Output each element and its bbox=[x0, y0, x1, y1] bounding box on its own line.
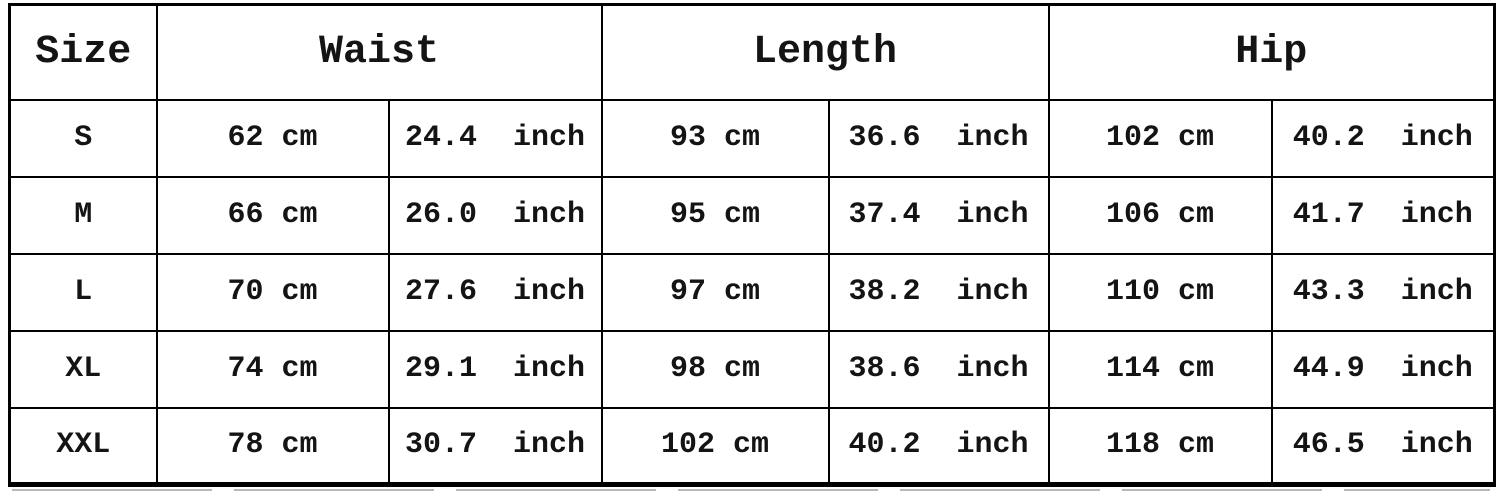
hip-in-cell: 43.3 inch bbox=[1270, 252, 1496, 332]
hip-cm-cell: 118 cm bbox=[1047, 406, 1273, 486]
table-row-s: S 62 cm 24.4 inch 93 cm 36.6 inch 102 cm… bbox=[8, 98, 1496, 178]
waist-cm-cell: 62 cm bbox=[155, 98, 390, 178]
length-cm-cell: 98 cm bbox=[600, 329, 830, 409]
length-cm-cell: 95 cm bbox=[600, 175, 830, 255]
hip-cm-cell: 110 cm bbox=[1047, 252, 1273, 332]
length-cm-cell: 93 cm bbox=[600, 98, 830, 178]
waist-in-cell: 24.4 inch bbox=[387, 98, 603, 178]
hip-in-cell: 44.9 inch bbox=[1270, 329, 1496, 409]
size-chart-table: Size Waist Length Hip S 62 cm 24.4 inch … bbox=[8, 3, 1497, 487]
waist-in-cell: 29.1 inch bbox=[387, 329, 603, 409]
scan-artifact-line bbox=[12, 489, 1490, 491]
col-header-waist: Waist bbox=[155, 3, 603, 101]
table-row-m: M 66 cm 26.0 inch 95 cm 37.4 inch 106 cm… bbox=[8, 175, 1496, 255]
table-row-xl: XL 74 cm 29.1 inch 98 cm 38.6 inch 114 c… bbox=[8, 329, 1496, 409]
waist-cm-cell: 74 cm bbox=[155, 329, 390, 409]
table-row-xxl: XXL 78 cm 30.7 inch 102 cm 40.2 inch 118… bbox=[8, 406, 1496, 486]
length-in-cell: 38.6 inch bbox=[827, 329, 1050, 409]
waist-in-cell: 26.0 inch bbox=[387, 175, 603, 255]
col-header-size: Size bbox=[8, 3, 158, 101]
hip-in-cell: 41.7 inch bbox=[1270, 175, 1496, 255]
col-header-hip: Hip bbox=[1047, 3, 1496, 101]
size-cell: XL bbox=[8, 329, 158, 409]
length-in-cell: 40.2 inch bbox=[827, 406, 1050, 486]
size-cell: L bbox=[8, 252, 158, 332]
hip-cm-cell: 106 cm bbox=[1047, 175, 1273, 255]
size-cell: XXL bbox=[8, 406, 158, 486]
length-in-cell: 37.4 inch bbox=[827, 175, 1050, 255]
length-in-cell: 36.6 inch bbox=[827, 98, 1050, 178]
length-cm-cell: 97 cm bbox=[600, 252, 830, 332]
waist-in-cell: 27.6 inch bbox=[387, 252, 603, 332]
waist-in-cell: 30.7 inch bbox=[387, 406, 603, 486]
length-cm-cell: 102 cm bbox=[600, 406, 830, 486]
size-cell: M bbox=[8, 175, 158, 255]
hip-cm-cell: 114 cm bbox=[1047, 329, 1273, 409]
hip-cm-cell: 102 cm bbox=[1047, 98, 1273, 178]
hip-in-cell: 46.5 inch bbox=[1270, 406, 1496, 486]
waist-cm-cell: 66 cm bbox=[155, 175, 390, 255]
size-cell: S bbox=[8, 98, 158, 178]
table-row-l: L 70 cm 27.6 inch 97 cm 38.2 inch 110 cm… bbox=[8, 252, 1496, 332]
length-in-cell: 38.2 inch bbox=[827, 252, 1050, 332]
header-row: Size Waist Length Hip bbox=[8, 3, 1496, 101]
waist-cm-cell: 78 cm bbox=[155, 406, 390, 486]
hip-in-cell: 40.2 inch bbox=[1270, 98, 1496, 178]
waist-cm-cell: 70 cm bbox=[155, 252, 390, 332]
col-header-length: Length bbox=[600, 3, 1050, 101]
